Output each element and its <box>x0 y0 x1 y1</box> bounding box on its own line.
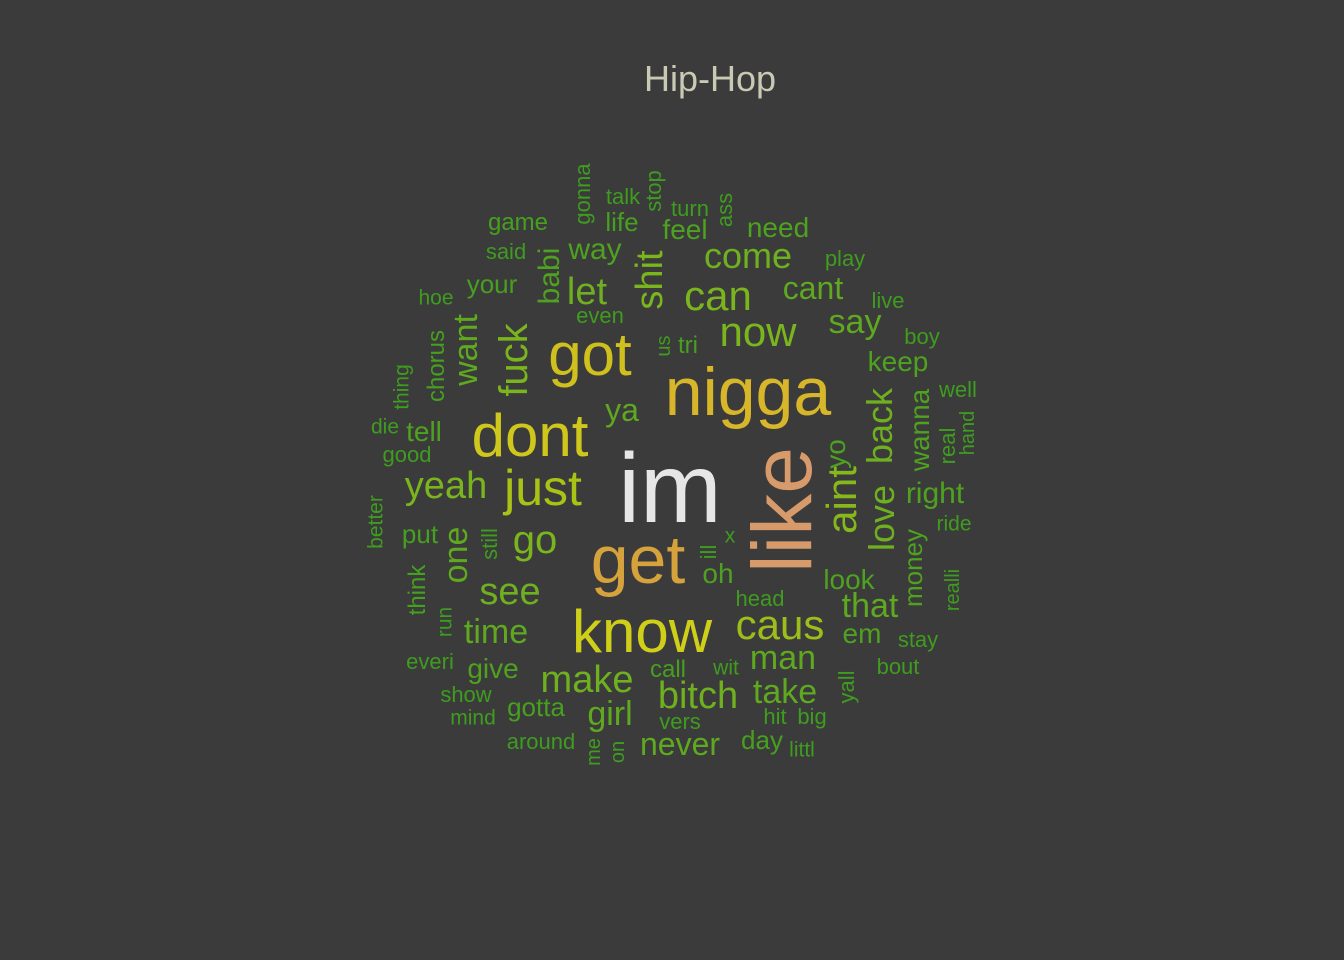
word-see: see <box>479 573 540 611</box>
word-can: can <box>684 275 752 317</box>
word-oh: oh <box>702 560 733 588</box>
word-babi: babi <box>535 248 565 305</box>
word-money: money <box>900 529 926 607</box>
word-get: get <box>591 526 686 594</box>
word-aint: aint <box>821 466 863 534</box>
word-even: even <box>576 305 624 327</box>
word-nigga: nigga <box>665 358 831 426</box>
word-look: look <box>823 566 874 594</box>
word-man: man <box>750 641 816 675</box>
word-give: give <box>467 655 518 683</box>
word-me: me <box>584 738 604 766</box>
word-ya: ya <box>605 394 639 426</box>
word-game: game <box>488 211 548 235</box>
word-x: x <box>725 526 736 547</box>
word-live: live <box>871 290 904 312</box>
word-your: your <box>467 271 518 297</box>
word-need: need <box>747 214 809 242</box>
word-hand: hand <box>958 411 978 456</box>
word-play: play <box>825 248 865 270</box>
word-time: time <box>464 615 528 649</box>
word-ride: ride <box>936 514 971 535</box>
word-got: got <box>548 325 631 385</box>
word-everi: everi <box>406 651 454 673</box>
word-wit: wit <box>713 658 739 679</box>
word-right: right <box>906 479 964 509</box>
word-put: put <box>402 521 438 547</box>
word-head: head <box>736 588 785 610</box>
word-girl: girl <box>587 697 632 731</box>
word-around: around <box>507 731 576 753</box>
word-talk: talk <box>606 186 640 208</box>
word-gotta: gotta <box>507 694 565 720</box>
word-want: want <box>449 314 483 386</box>
word-turn: turn <box>671 198 709 220</box>
word-way: way <box>568 235 621 265</box>
word-one: one <box>439 527 473 584</box>
word-run: run <box>435 607 456 637</box>
word-real: real <box>937 428 959 465</box>
word-on: on <box>608 741 628 763</box>
word-chorus: chorus <box>425 330 449 402</box>
word-ass: ass <box>714 193 736 227</box>
word-tri: tri <box>678 334 698 358</box>
word-realli: realli <box>943 569 963 611</box>
word-fuck: fuck <box>494 323 534 396</box>
word-like: like <box>740 447 824 573</box>
word-wanna: wanna <box>906 389 934 472</box>
word-thing: thing <box>392 364 413 410</box>
word-boy: boy <box>904 326 939 348</box>
word-good: good <box>383 444 432 466</box>
word-cant: cant <box>783 272 843 304</box>
word-think: think <box>406 565 430 616</box>
word-back: back <box>862 388 898 464</box>
word-life: life <box>605 209 638 235</box>
word-just: just <box>504 463 582 513</box>
word-us: us <box>654 335 674 356</box>
word-bout: bout <box>877 656 920 678</box>
word-vers: vers <box>659 711 701 733</box>
word-day: day <box>741 727 783 753</box>
word-mind: mind <box>450 708 496 729</box>
word-keep: keep <box>868 348 929 376</box>
word-stay: stay <box>898 629 938 651</box>
word-gonna: gonna <box>572 163 594 224</box>
word-yall: yall <box>836 670 858 703</box>
word-big: big <box>797 706 826 728</box>
word-go: go <box>513 520 558 560</box>
word-know: know <box>572 602 712 662</box>
word-better: better <box>366 495 387 549</box>
word-shit: shit <box>631 250 669 309</box>
word-show: show <box>440 684 491 706</box>
word-hit: hit <box>763 706 786 728</box>
word-ill: ill <box>698 545 720 560</box>
word-em: em <box>843 620 882 648</box>
word-come: come <box>704 238 792 274</box>
word-littl: littl <box>789 740 815 761</box>
word-stop: stop <box>643 170 665 212</box>
word-well: well <box>939 379 977 401</box>
word-call: call <box>650 658 686 682</box>
word-yeah: yeah <box>405 467 487 505</box>
word-die: die <box>371 417 399 438</box>
word-love: love <box>864 485 900 551</box>
word-yo: yo <box>822 439 850 469</box>
word-still: still <box>479 528 501 560</box>
word-said: said <box>486 241 526 263</box>
word-dont: dont <box>472 406 589 466</box>
word-hoe: hoe <box>418 288 453 309</box>
